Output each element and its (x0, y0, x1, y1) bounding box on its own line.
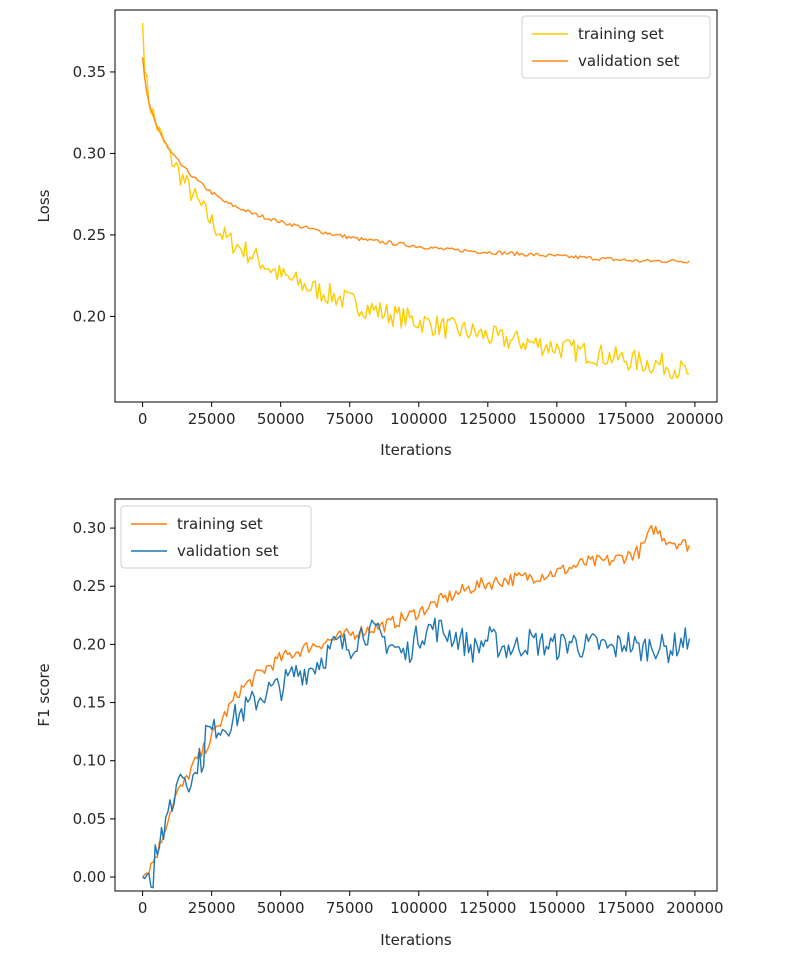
f1-y-tick-label: 0.20 (73, 635, 106, 653)
f1-x-tick-label: 0 (138, 899, 148, 917)
loss-y-tick-label: 0.30 (73, 144, 106, 162)
loss-x-tick-label: 175000 (597, 410, 654, 428)
f1-plot-area (114, 498, 718, 892)
loss-y-tick-label: 0.35 (73, 63, 106, 81)
f1-y-tick-label: 0.05 (73, 810, 106, 828)
f1-y-tick-label: 0.30 (73, 519, 106, 537)
f1-legend: training set validation set (120, 505, 312, 569)
f1-x-axis-label: Iterations (380, 931, 452, 949)
loss-legend-label-validation: validation set (578, 52, 680, 70)
f1-x-tick-label: 75000 (326, 899, 374, 917)
loss-legend-box (521, 15, 711, 79)
f1-y-ticks: 0.00 0.05 0.10 0.15 0.20 0.25 0.30 (73, 519, 115, 886)
f1-y-axis-label: F1 score (35, 663, 53, 726)
loss-x-tick-label: 200000 (666, 410, 723, 428)
loss-plot-area (114, 9, 718, 403)
loss-x-tick-label: 50000 (257, 410, 305, 428)
f1-x-tick-label: 150000 (528, 899, 585, 917)
loss-series-line-training-set (141, 22, 690, 380)
loss-y-tick-label: 0.25 (73, 226, 106, 244)
f1-axes-frame (114, 498, 718, 892)
f1-chart: 0 25000 50000 75000 100000 125000 150000 175000… (35, 498, 724, 949)
f1-x-tick-label: 200000 (666, 899, 723, 917)
f1-series-layer (142, 524, 691, 889)
loss-x-tick-label: 125000 (459, 410, 516, 428)
f1-x-tick-label: 50000 (257, 899, 305, 917)
loss-x-tick-label: 25000 (188, 410, 236, 428)
f1-x-tick-label: 25000 (188, 899, 236, 917)
loss-y-axis-label: Loss (35, 189, 53, 222)
loss-legend: training set validation set (521, 15, 711, 79)
f1-x-ticks: 0 25000 50000 75000 100000 125000 150000 175000… (138, 891, 724, 917)
loss-x-axis-label: Iterations (380, 441, 452, 459)
f1-x-tick-label: 100000 (390, 899, 447, 917)
loss-y-tick-label: 0.20 (73, 307, 106, 325)
loss-x-tick-label: 100000 (390, 410, 447, 428)
f1-x-tick-label: 125000 (459, 899, 516, 917)
f1-legend-label-validation: validation set (177, 542, 279, 560)
f1-y-tick-label: 0.25 (73, 577, 106, 595)
f1-y-tick-label: 0.15 (73, 694, 106, 712)
f1-series-line-training-set (142, 524, 691, 878)
f1-y-tick-label: 0.10 (73, 752, 106, 770)
loss-x-tick-label: 150000 (528, 410, 585, 428)
f1-series-line-validation-set (142, 617, 691, 889)
loss-x-ticks: 0 25000 50000 75000 100000 125000 150000 175000… (138, 402, 724, 428)
loss-x-tick-label: 0 (138, 410, 148, 428)
f1-y-tick-label: 0.00 (73, 868, 106, 886)
loss-series-layer (141, 22, 690, 380)
loss-legend-label-training: training set (578, 25, 664, 43)
f1-legend-box (120, 505, 312, 569)
f1-legend-label-training: training set (177, 515, 263, 533)
loss-y-ticks: 0.20 0.25 0.30 0.35 (73, 63, 115, 325)
loss-x-tick-label: 75000 (326, 410, 374, 428)
loss-series-line-validation-set (141, 57, 690, 264)
f1-x-tick-label: 175000 (597, 899, 654, 917)
loss-axes-frame (114, 9, 718, 403)
loss-chart: 0 25000 50000 75000 100000 125000 150000 175000… (35, 9, 724, 459)
